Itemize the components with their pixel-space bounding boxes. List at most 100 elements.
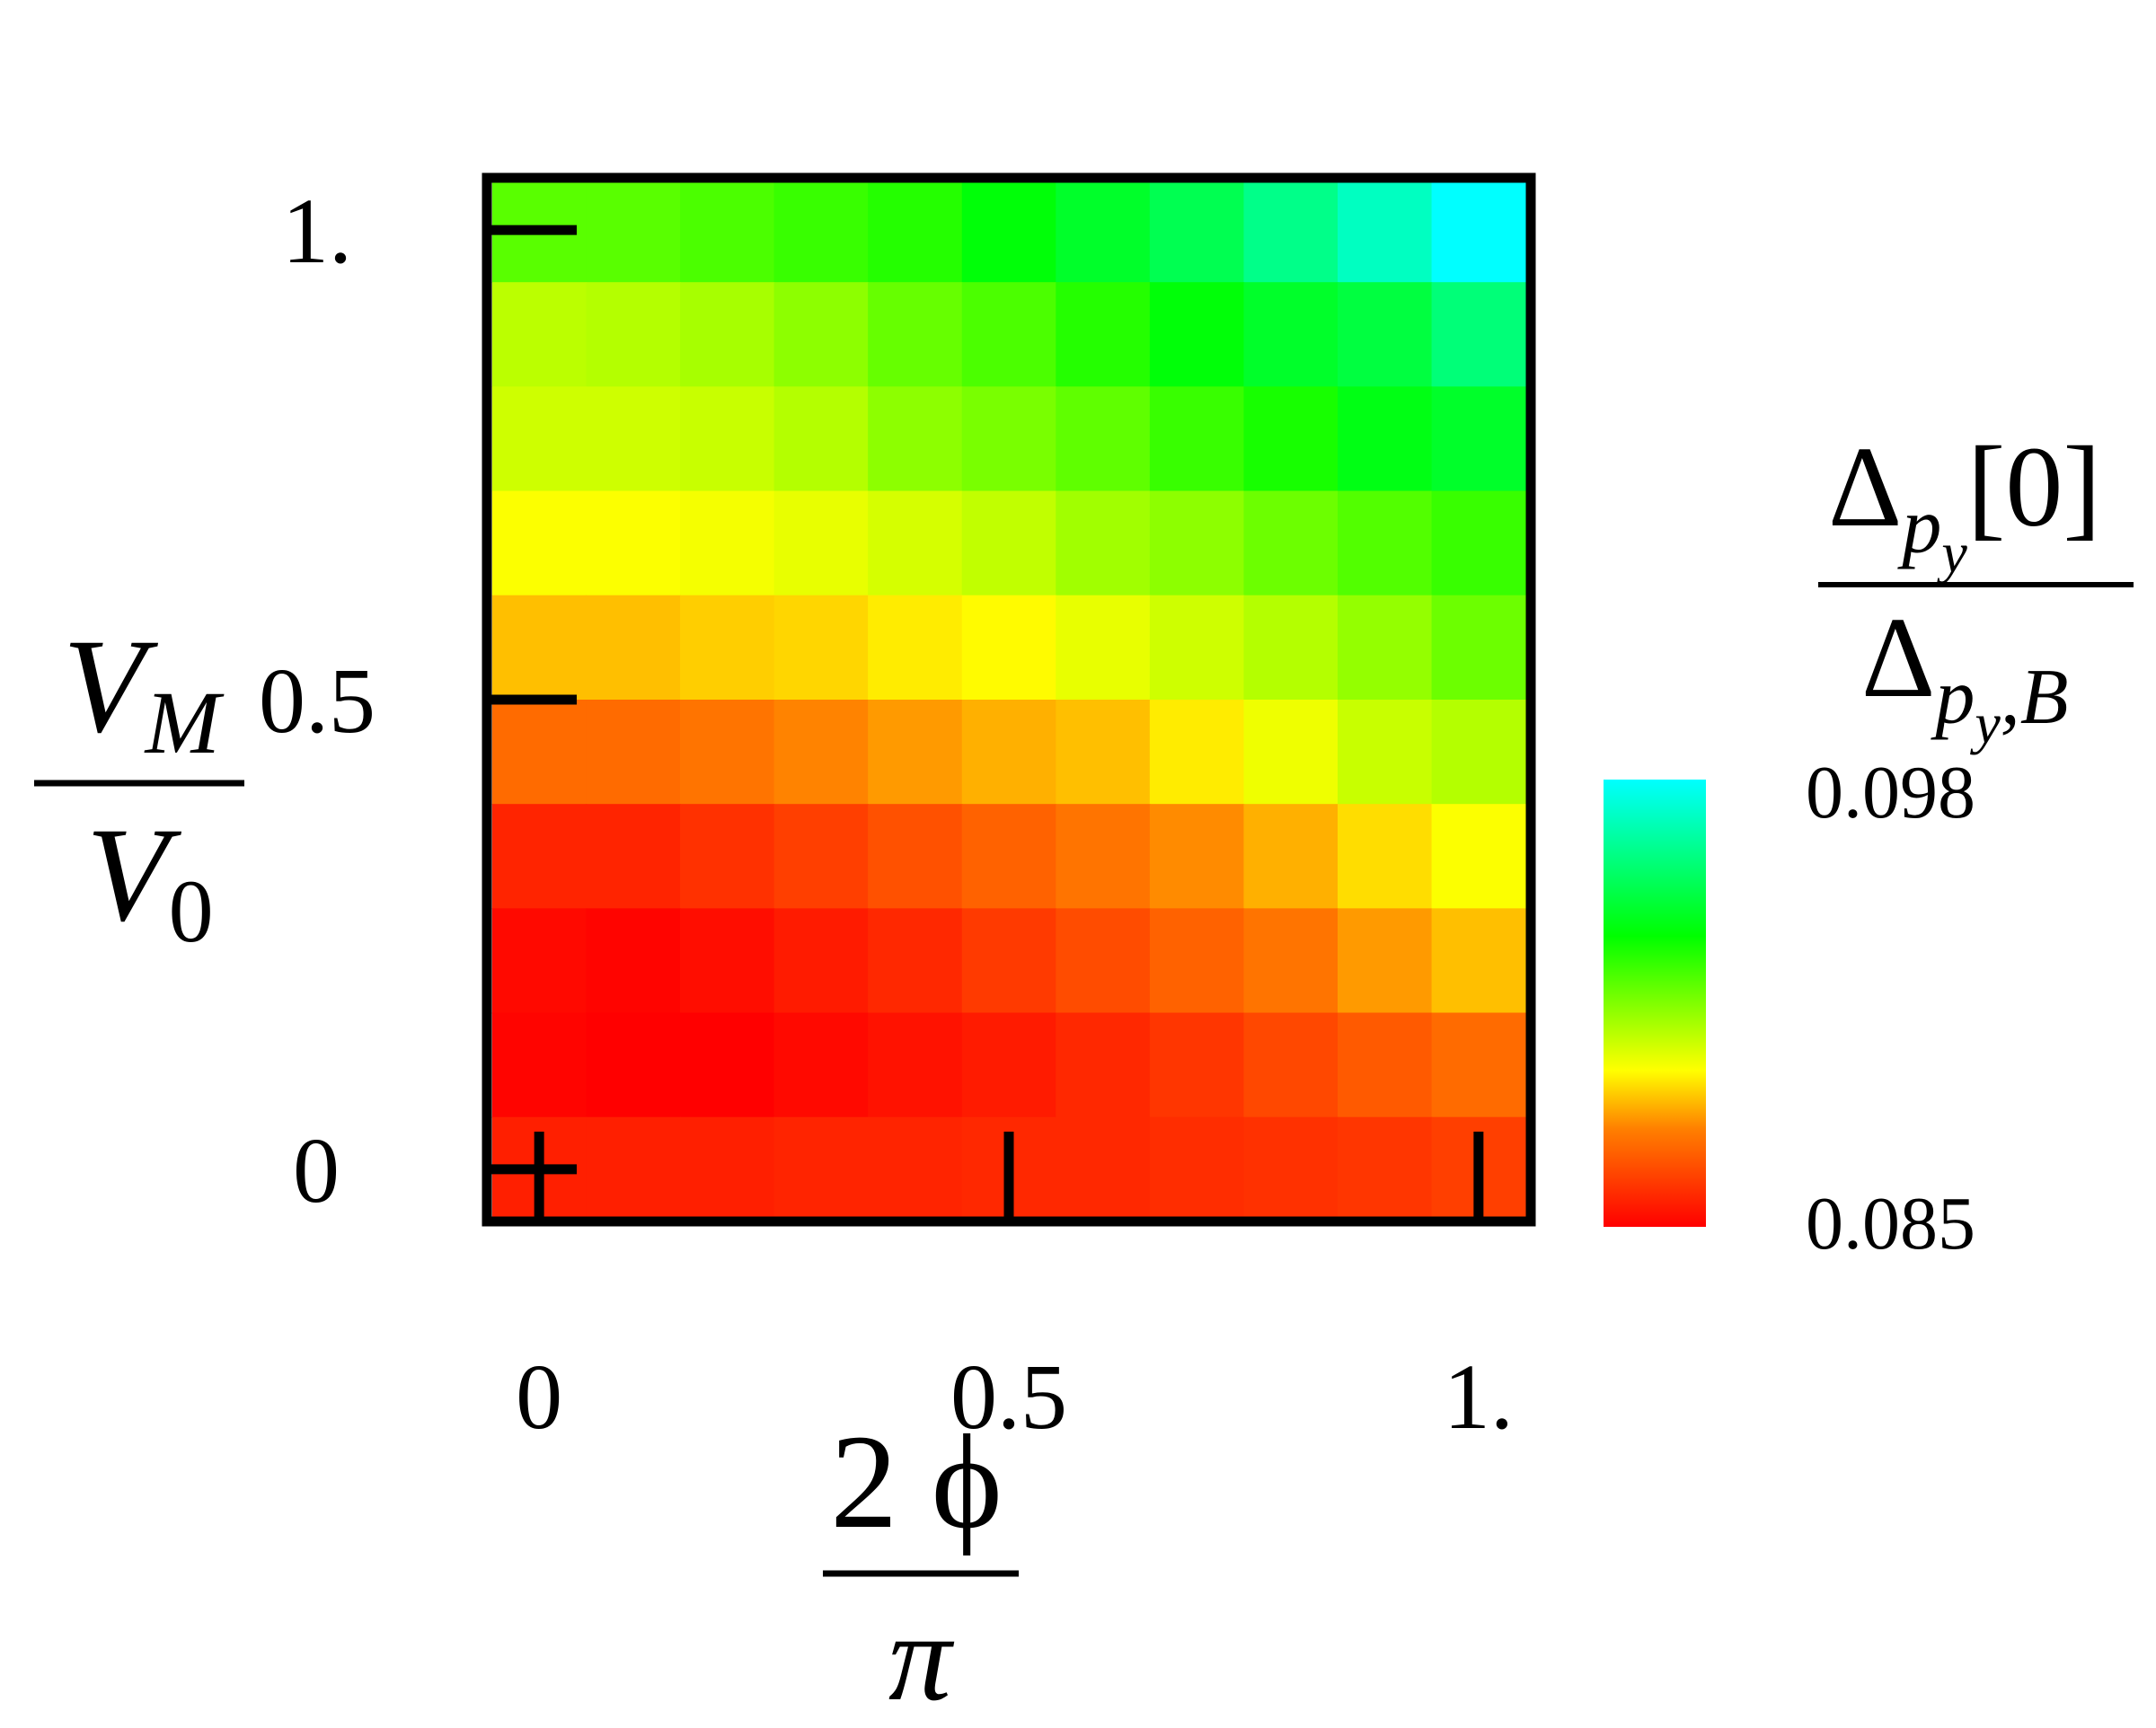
heatmap-cell [680, 700, 775, 806]
colorbar-title-numerator: Δpy[0] [1828, 423, 2101, 585]
heatmap-cell [1056, 282, 1151, 388]
heatmap-cell [586, 804, 681, 910]
heatmap-cell [1338, 595, 1433, 701]
heatmap-cell [1243, 804, 1339, 910]
heatmap-cell [680, 282, 775, 388]
y-tick-label: 0.5 [259, 649, 376, 753]
heatmap-cell [961, 282, 1057, 388]
heatmap-cell [1431, 1012, 1526, 1118]
colorbar [1604, 780, 1706, 1227]
heatmap-cell [961, 386, 1057, 492]
heatmap-cell [1431, 178, 1526, 284]
heatmap-cell [680, 804, 775, 910]
heatmap-cell [961, 908, 1057, 1014]
heatmap-cell [491, 386, 588, 492]
heatmap-cell [1338, 1012, 1433, 1118]
heatmap-cell [1338, 908, 1433, 1014]
colorbar-min-label: 0.085 [1806, 1182, 1975, 1265]
heatmap-cell [1243, 178, 1339, 284]
heatmap-cell [491, 804, 588, 910]
heatmap-cell [1056, 804, 1151, 910]
heatmap-cell [1338, 1116, 1433, 1222]
heatmap-cell [868, 595, 963, 701]
heatmap-cell [1056, 178, 1151, 284]
heatmap-cell [680, 1012, 775, 1118]
heatmap-cell [773, 700, 869, 806]
heatmap-cell [1431, 490, 1526, 596]
heatmap-cell [1431, 804, 1526, 910]
heatmap-cell [1056, 595, 1151, 701]
heatmap-cell [1149, 1012, 1245, 1118]
heatmap-cells [491, 178, 1526, 1222]
heatmap-cell [1431, 908, 1526, 1014]
heatmap-cell [773, 386, 869, 492]
x-tick-label: 0.5 [950, 1345, 1067, 1449]
heatmap-cell [1149, 282, 1245, 388]
heatmap-cell [868, 490, 963, 596]
heatmap-cell [868, 386, 963, 492]
heatmap-cell [1149, 595, 1245, 701]
heatmap-cell [1149, 178, 1245, 284]
heatmap-cell [1056, 490, 1151, 596]
heatmap-cell [586, 700, 681, 806]
heatmap-cell [586, 1116, 681, 1222]
heatmap-cell [586, 282, 681, 388]
colorbar-max-label: 0.098 [1806, 751, 1975, 834]
heatmap-cell [1056, 1012, 1151, 1118]
heatmap-cell [868, 908, 963, 1014]
heatmap-cell [773, 1116, 869, 1222]
heatmap-cell [1243, 490, 1339, 596]
heatmap-cell [1243, 1116, 1339, 1222]
heatmap-cell [1431, 386, 1526, 492]
heatmap-cell [586, 1012, 681, 1118]
heatmap-cell [680, 1116, 775, 1222]
heatmap-cell [1056, 908, 1151, 1014]
y-axis-label-numerator: VM [63, 612, 225, 772]
heatmap-cell [586, 490, 681, 596]
heatmap-cell [680, 908, 775, 1014]
x-axis-label-denominator: π [888, 1588, 955, 1727]
heatmap-cell [868, 804, 963, 910]
heatmap-cell [868, 700, 963, 806]
heatmap-cell [1149, 490, 1245, 596]
heatmap-cell [491, 1012, 588, 1118]
heatmap-cell [1149, 700, 1245, 806]
heatmap-cell [773, 1012, 869, 1118]
heatmap-cell [491, 595, 588, 701]
axis-ticks [487, 225, 1484, 1221]
heatmap-cell [773, 908, 869, 1014]
x-axis-label-numerator: 2 ϕ [830, 1407, 1002, 1556]
heatmap-cell [961, 490, 1057, 596]
heatmap-cell [1243, 595, 1339, 701]
x-tick-label: 0 [516, 1345, 562, 1449]
heatmap-cell [1056, 700, 1151, 806]
heatmap-cell [680, 386, 775, 492]
heatmap-cell [868, 282, 963, 388]
heatmap-cell [1149, 1116, 1245, 1222]
heatmap-cell [680, 490, 775, 596]
heatmap-cell [961, 1012, 1057, 1118]
y-tick-label: 1. [282, 180, 352, 283]
heatmap-cell [491, 700, 588, 806]
heatmap-cell [1431, 595, 1526, 701]
heatmap-cell [1431, 700, 1526, 806]
heatmap-cell [1149, 386, 1245, 492]
heatmap-cell [491, 908, 588, 1014]
heatmap-cell [868, 1116, 963, 1222]
heatmap-cell [586, 178, 681, 284]
heatmap-cell [773, 282, 869, 388]
heatmap-cell [1243, 908, 1339, 1014]
heatmap-cell [586, 386, 681, 492]
heatmap-cell [1431, 282, 1526, 388]
y-tick-label: 0 [293, 1119, 340, 1222]
heatmap-cell [1338, 178, 1433, 284]
heatmap-cell [1056, 386, 1151, 492]
heatmap-cell [961, 700, 1057, 806]
heatmap-cell [1056, 1116, 1151, 1222]
heatmap-cell [868, 1012, 963, 1118]
heatmap-cell [1149, 908, 1245, 1014]
heatmap-cell [1243, 1012, 1339, 1118]
heatmap-cell [491, 490, 588, 596]
heatmap-cell [773, 804, 869, 910]
heatmap-cell [961, 804, 1057, 910]
